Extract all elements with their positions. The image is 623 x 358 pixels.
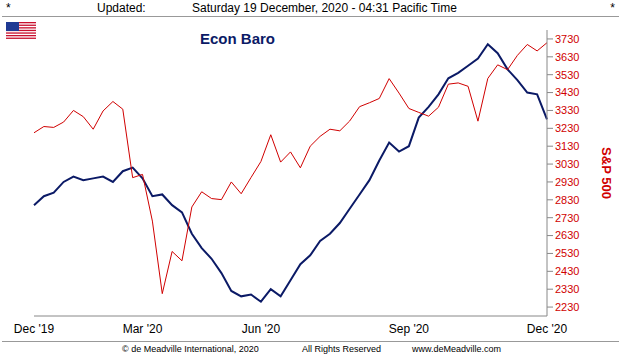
html-text:Econ Baro: Econ Baro bbox=[200, 30, 275, 47]
svg-text:Sep '20: Sep '20 bbox=[389, 322, 430, 336]
html-text:Updated:: Updated: bbox=[97, 1, 146, 15]
svg-text:2930: 2930 bbox=[555, 176, 579, 188]
svg-text:Mar '20: Mar '20 bbox=[123, 322, 163, 336]
html-text:© de Meadville International,: © de Meadville International, 2020 bbox=[122, 344, 259, 354]
svg-text:S&P 500: S&P 500 bbox=[599, 147, 614, 199]
svg-text:3230: 3230 bbox=[555, 122, 579, 134]
html-text:Saturday 19 December, 2020 - 0: Saturday 19 December, 2020 - 04:31 Pacif… bbox=[192, 1, 457, 15]
svg-text:Dec '19: Dec '19 bbox=[14, 322, 55, 336]
svg-text:3630: 3630 bbox=[555, 51, 579, 63]
svg-text:3330: 3330 bbox=[555, 104, 579, 116]
svg-text:2630: 2630 bbox=[555, 229, 579, 241]
svg-text:2430: 2430 bbox=[555, 265, 579, 277]
svg-text:3730: 3730 bbox=[555, 33, 579, 45]
svg-text:Jun '20: Jun '20 bbox=[242, 322, 281, 336]
svg-text:3530: 3530 bbox=[555, 69, 579, 81]
svg-text:2330: 2330 bbox=[555, 283, 579, 295]
svg-text:2530: 2530 bbox=[555, 247, 579, 259]
svg-text:3430: 3430 bbox=[555, 86, 579, 98]
svg-text:2830: 2830 bbox=[555, 194, 579, 206]
svg-text:3130: 3130 bbox=[555, 140, 579, 152]
svg-text:3030: 3030 bbox=[555, 158, 579, 170]
svg-text:Dec '20: Dec '20 bbox=[527, 322, 568, 336]
html-text:www.deMeadville.com: www.deMeadville.com bbox=[412, 344, 501, 354]
svg-text:2230: 2230 bbox=[555, 301, 579, 313]
html-text:All Rights Reserved: All Rights Reserved bbox=[302, 344, 381, 354]
svg-text:2730: 2730 bbox=[555, 212, 579, 224]
